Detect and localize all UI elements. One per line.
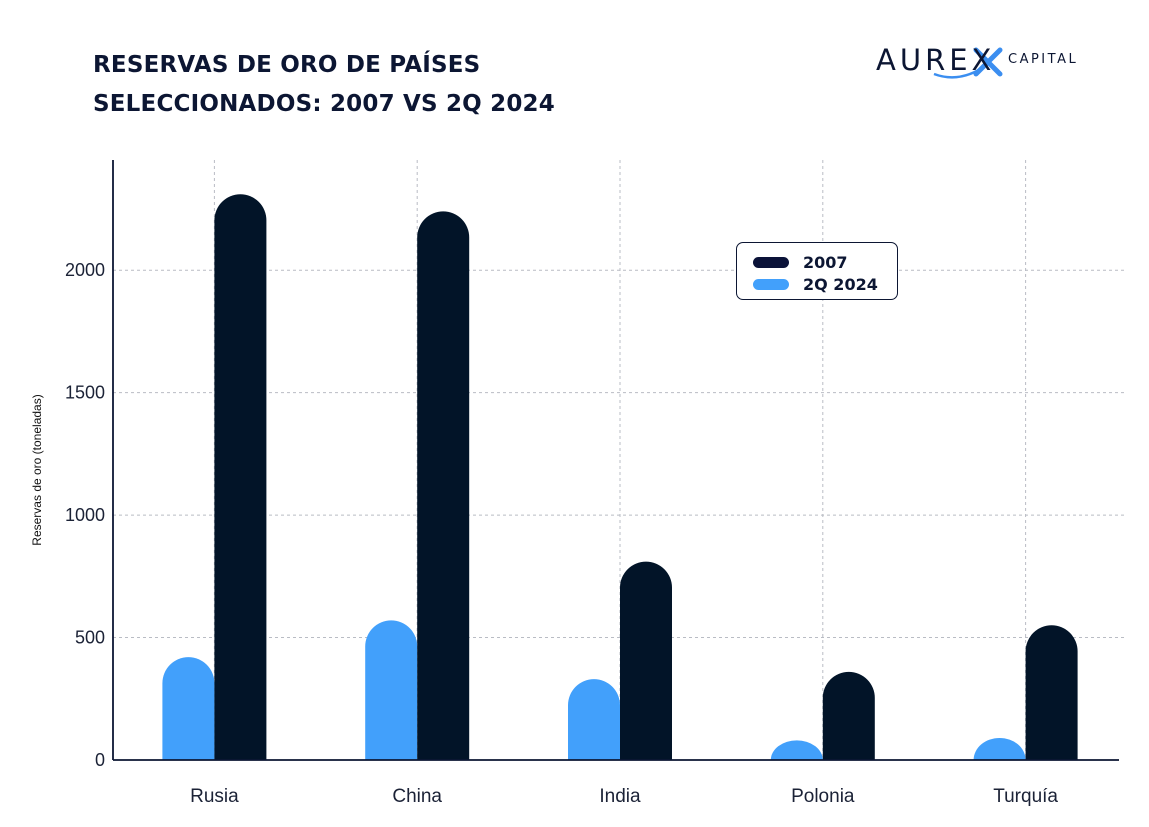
y-tick-label-1500: 1500 — [65, 383, 105, 403]
y-axis-label: Reservas de oro (toneladas) — [30, 394, 44, 545]
y-tick-label-0: 0 — [95, 750, 105, 770]
bar-polonia-2q-2024 — [770, 740, 823, 760]
x-tick-label-india: India — [599, 786, 641, 807]
bar-china-2q-2024 — [365, 620, 418, 760]
bar-rusia-2q-2024 — [162, 657, 215, 760]
bar-polonia-2007 — [822, 671, 875, 760]
legend: 2007 2Q 2024 — [736, 242, 898, 300]
y-tick-label-2000: 2000 — [65, 260, 105, 280]
bar-turquia-2q-2024 — [973, 737, 1026, 760]
legend-label-2007: 2007 — [803, 252, 848, 272]
logo-swoosh-icon — [933, 47, 1003, 79]
bar-china-2007 — [417, 211, 470, 760]
legend-entry-2q-2024: 2Q 2024 — [753, 274, 878, 294]
logo-sub: CAPITAL — [1008, 52, 1079, 67]
chart-title-line-1: RESERVAS DE ORO DE PAÍSES — [93, 52, 481, 78]
legend-swatch-2007 — [753, 256, 789, 268]
x-tick-label-turquia: Turquía — [993, 786, 1058, 807]
x-tick-label-rusia: Rusia — [190, 786, 239, 807]
logo-word: AUREX — [876, 43, 996, 77]
x-tick-label-polonia: Polonia — [791, 786, 855, 807]
bar-turquia-2007 — [1025, 625, 1078, 760]
bar-rusia-2007 — [214, 194, 267, 760]
bar-india-2q-2024 — [568, 679, 620, 760]
legend-swatch-2q-2024 — [753, 278, 789, 290]
bar-india-2007 — [620, 561, 672, 760]
x-tick-label-china: China — [392, 786, 442, 807]
aurex-capital-logo: AUREX CAPITAL — [876, 40, 1096, 84]
legend-entry-2007: 2007 — [753, 252, 848, 272]
y-tick-label-1000: 1000 — [65, 505, 105, 525]
legend-label-2q-2024: 2Q 2024 — [803, 274, 878, 294]
y-tick-label-500: 500 — [75, 628, 105, 648]
chart-title: RESERVAS DE ORO DE PAÍSES SELECCIONADOS:… — [93, 46, 713, 124]
chart-title-line-2: SELECCIONADOS: 2007 VS 2Q 2024 — [93, 91, 555, 117]
